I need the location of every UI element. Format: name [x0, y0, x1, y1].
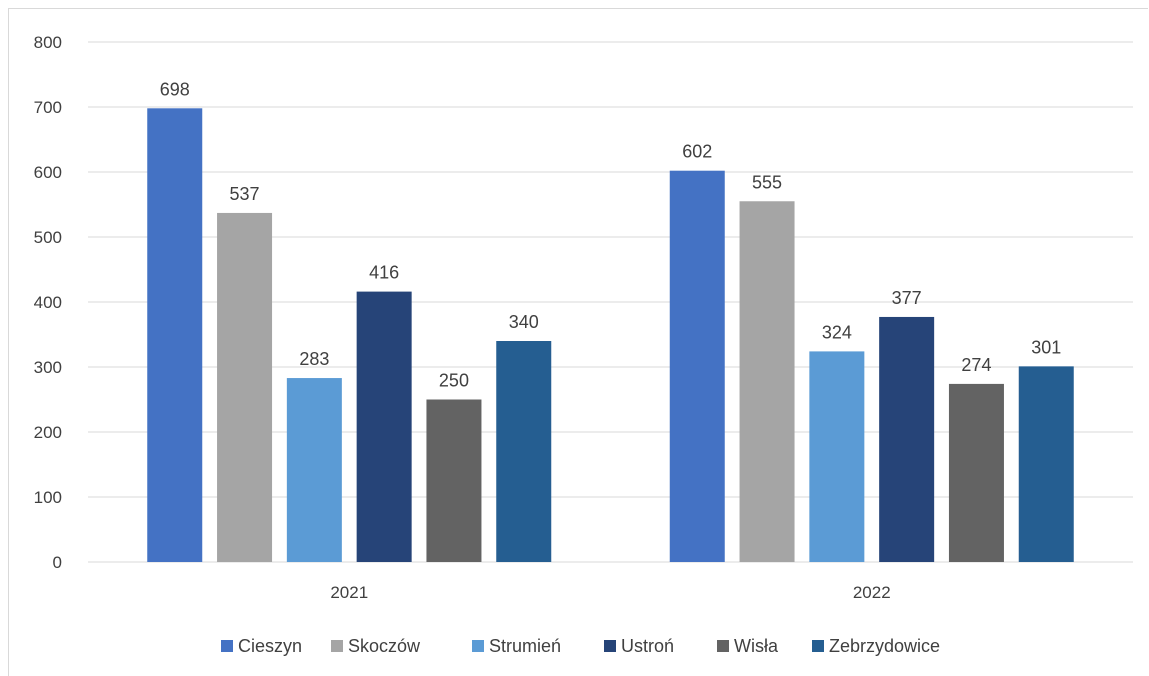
legend-label: Strumień	[489, 636, 561, 656]
bar-cieszyn-2021	[147, 108, 203, 563]
data-label: 324	[822, 322, 852, 342]
legend-swatch-skoczów	[331, 640, 343, 652]
legend-swatch-wisła	[717, 640, 729, 652]
legend-label: Skoczów	[348, 636, 421, 656]
bar-zebrzydowice-2021	[496, 341, 552, 562]
bar-cieszyn-2022	[669, 170, 725, 562]
bar-ustroń-2022	[879, 316, 935, 562]
data-label: 416	[369, 263, 399, 283]
y-tick-label: 700	[34, 98, 62, 117]
y-tick-label: 200	[34, 423, 62, 442]
bar-ustroń-2021	[356, 291, 412, 562]
y-tick-label: 800	[34, 33, 62, 52]
data-label: 377	[892, 288, 922, 308]
legend-label: Wisła	[734, 636, 779, 656]
legend-label: Cieszyn	[238, 636, 302, 656]
y-tick-label: 0	[53, 553, 62, 572]
y-tick-label: 100	[34, 488, 62, 507]
x-tick-label: 2022	[853, 583, 891, 602]
legend-label: Zebrzydowice	[829, 636, 940, 656]
data-label: 555	[752, 172, 782, 192]
bar-wisła-2021	[426, 399, 482, 562]
y-tick-label: 500	[34, 228, 62, 247]
legend-swatch-ustroń	[604, 640, 616, 652]
legend-swatch-cieszyn	[221, 640, 233, 652]
legend-label: Ustroń	[621, 636, 674, 656]
y-axis-ticks: 0 100 200 300 400 500 600 700 800	[34, 33, 62, 572]
data-label: 602	[682, 142, 712, 162]
data-label: 340	[509, 312, 539, 332]
bars	[147, 108, 1074, 563]
bar-skoczów-2022	[739, 201, 795, 562]
bar-strumień-2022	[809, 351, 865, 562]
bar-skoczów-2021	[217, 212, 273, 562]
data-label: 250	[439, 371, 469, 391]
bar-strumień-2021	[286, 378, 342, 562]
x-axis-ticks: 2021 2022	[330, 583, 890, 602]
data-label: 301	[1031, 337, 1061, 357]
data-labels: 698 537 283 416 250 340 602 555 324 377 274 301	[160, 79, 1062, 390]
x-tick-label: 2021	[330, 583, 368, 602]
legend-swatch-strumień	[472, 640, 484, 652]
legend: Cieszyn Skoczów Strumień Ustroń Wisła Zebrzyd…	[221, 636, 940, 656]
bar-wisła-2022	[948, 383, 1004, 562]
legend-swatch-zebrzydowice	[812, 640, 824, 652]
data-label: 274	[961, 355, 991, 375]
y-tick-label: 600	[34, 163, 62, 182]
data-label: 283	[299, 349, 329, 369]
data-label: 698	[160, 79, 190, 99]
data-label: 537	[230, 184, 260, 204]
y-tick-label: 400	[34, 293, 62, 312]
y-tick-label: 300	[34, 358, 62, 377]
bar-zebrzydowice-2022	[1018, 366, 1074, 562]
